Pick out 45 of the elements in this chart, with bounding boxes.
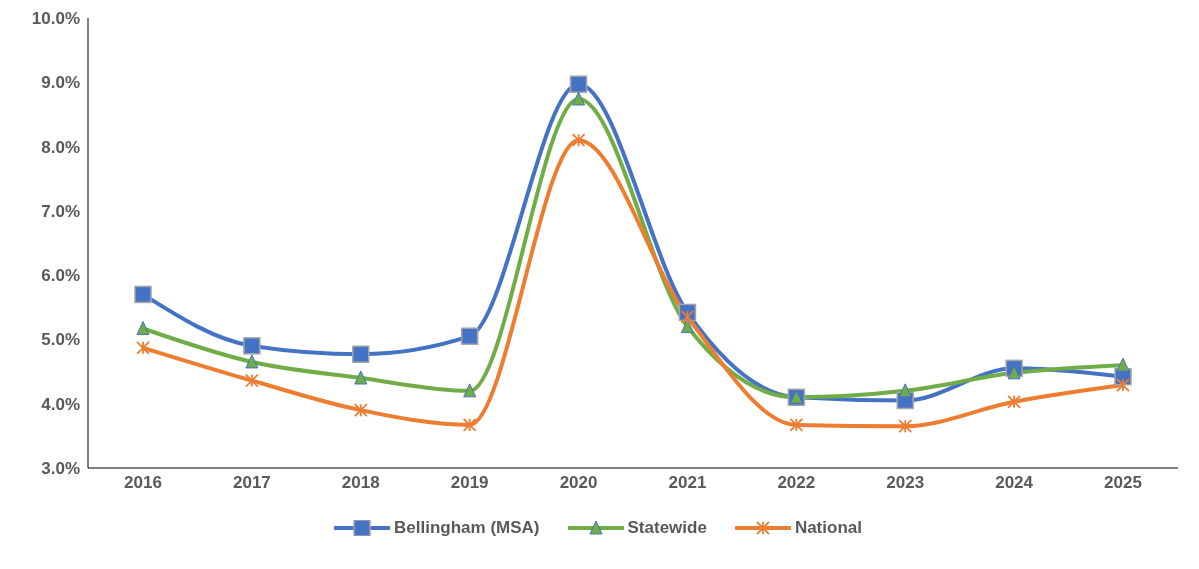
point: [1116, 378, 1130, 392]
point: [463, 383, 477, 398]
point: [353, 403, 368, 418]
y-tick-label: 7.0%: [41, 201, 80, 221]
point: [789, 418, 804, 432]
y-tick-label: 5.0%: [41, 330, 80, 350]
point: [898, 383, 912, 398]
x-tick-label: 2020: [559, 473, 598, 493]
x-tick-label: 2018: [341, 473, 380, 493]
point: [680, 319, 694, 334]
y-tick-label: 8.0%: [41, 137, 80, 157]
x-tick-label: 2024: [995, 473, 1034, 493]
point: [136, 321, 150, 335]
x-tick-label: 2016: [124, 473, 162, 493]
point: [352, 345, 370, 363]
y-tick-label: 6.0%: [41, 266, 80, 286]
x-tick-label: 2019: [450, 473, 489, 493]
legend-label: Statewide: [627, 518, 707, 538]
y-tick-label: 4.0%: [41, 394, 80, 414]
legend-label: National: [794, 518, 862, 538]
point: [243, 337, 261, 355]
point: [572, 91, 586, 106]
point: [354, 370, 368, 385]
x-tick-label: 2021: [668, 473, 707, 493]
point: [134, 285, 152, 304]
point: [244, 373, 259, 388]
point: [1007, 365, 1021, 380]
y-tick-label: 10.0%: [31, 9, 80, 29]
point: [136, 340, 150, 355]
y-tick-label: 9.0%: [41, 73, 80, 93]
point: [245, 354, 259, 369]
point: [571, 133, 586, 148]
point: [1007, 394, 1022, 409]
point: [1116, 357, 1130, 372]
point: [460, 327, 479, 345]
point: [898, 419, 913, 434]
point: [462, 418, 477, 432]
legend-label: Bellingham (MSA): [394, 518, 540, 538]
point: [680, 310, 695, 324]
x-tick-label: 2022: [777, 473, 816, 493]
x-tick-label: 2017: [232, 473, 271, 493]
point: [569, 75, 588, 93]
y-tick-label: 3.0%: [41, 459, 80, 479]
x-tick-label: 2025: [1104, 473, 1142, 493]
x-tick-label: 2023: [886, 473, 925, 493]
